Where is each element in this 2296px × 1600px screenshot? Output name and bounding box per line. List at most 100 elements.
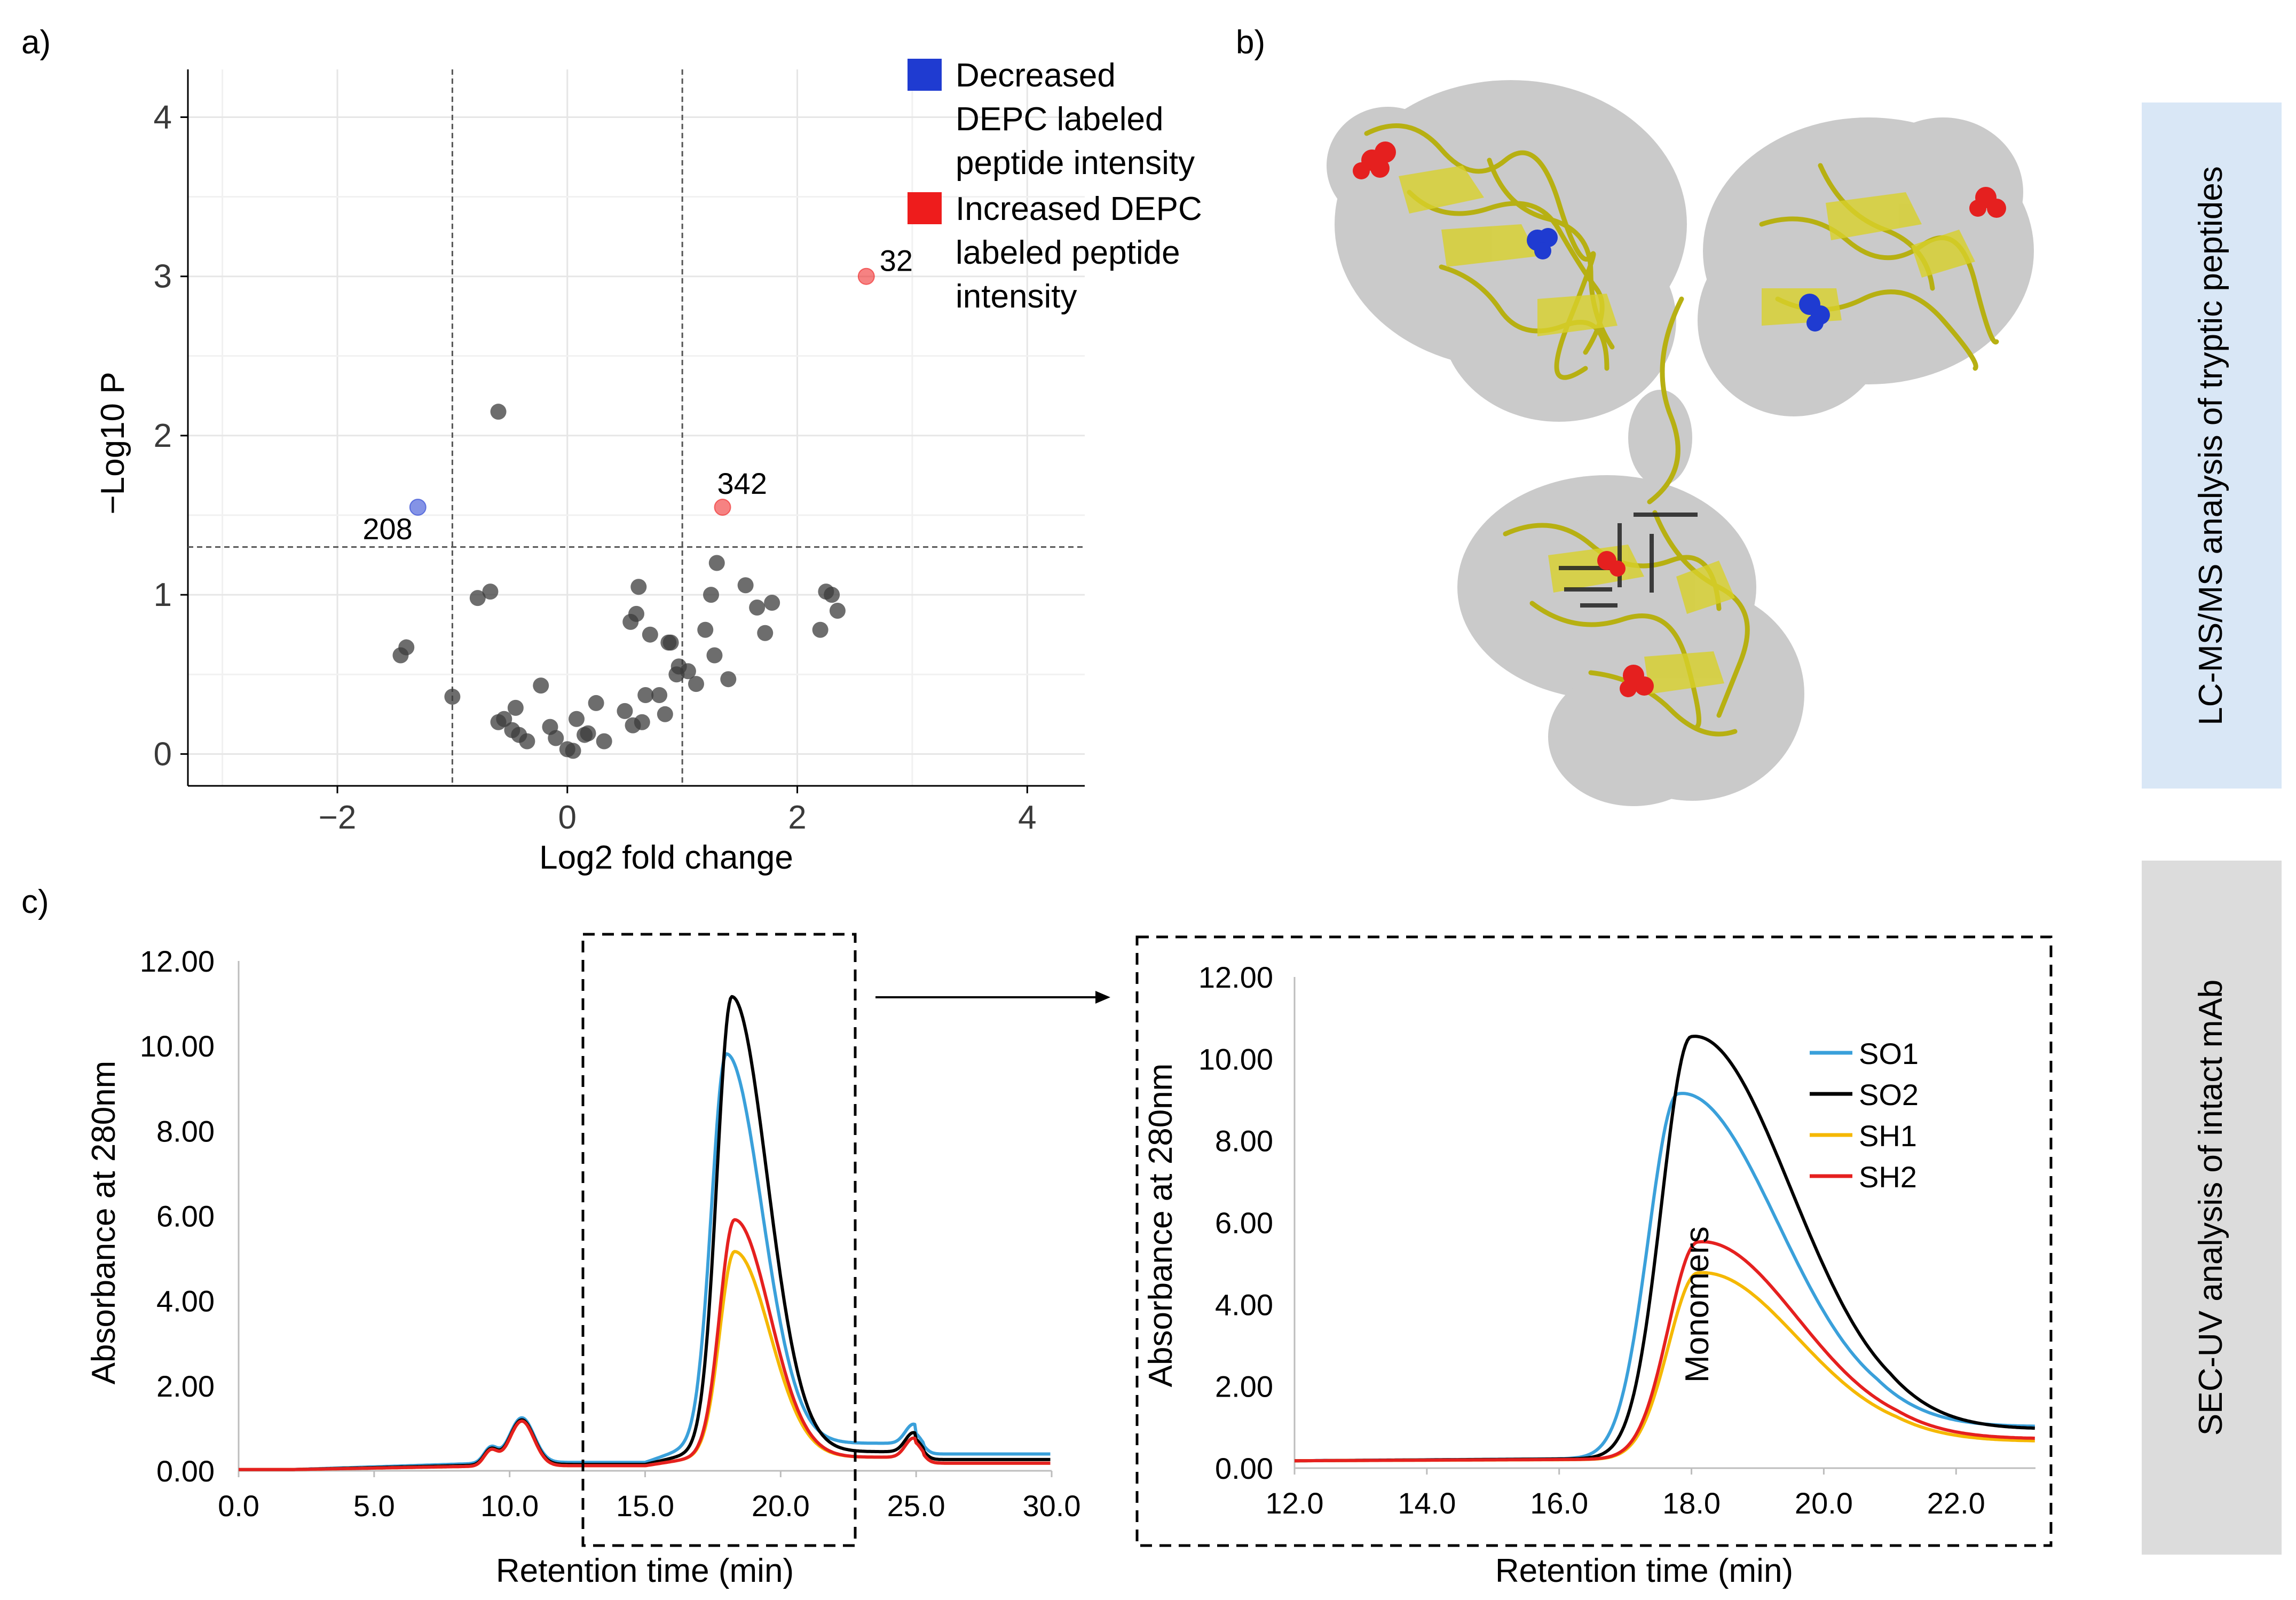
zoom-legend: SO1 SO2 SH1 SH2	[1810, 1037, 1919, 1194]
full-x-tick-label: 30.0	[1023, 1489, 1081, 1523]
volcano-highlighted-points: 32 342 208	[362, 244, 913, 546]
volcano-point	[764, 595, 780, 611]
volcano-point	[565, 743, 581, 759]
volcano-point	[737, 577, 754, 594]
zoom-series-line-sh2	[1295, 1240, 2035, 1463]
full-x-tick-label: 0.0	[218, 1489, 259, 1523]
volcano-point	[829, 602, 846, 619]
volcano-point	[444, 688, 461, 705]
side-label-top-background	[2142, 103, 2282, 789]
zoom-x-tick-label: 12.0	[1266, 1486, 1324, 1520]
volcano-point	[469, 590, 486, 606]
volcano-point	[688, 676, 704, 692]
blue-residues	[1527, 228, 1830, 332]
volcano-point	[703, 587, 719, 603]
zoom-x-tick-label: 18.0	[1662, 1486, 1721, 1520]
full-y-tick-label: 12.00	[140, 944, 215, 978]
volcano-point	[519, 733, 535, 750]
volcano-highlight-point	[857, 267, 875, 285]
full-y-label: Absorbance at 280nm	[85, 1061, 122, 1385]
side-label-bottom-text: SEC-UV analysis of intact mAb	[2192, 980, 2229, 1436]
zoom-arrow	[875, 991, 1110, 1004]
volcano-point	[757, 625, 774, 641]
volcano-y-tick-label: 3	[154, 258, 172, 295]
volcano-point	[580, 725, 596, 742]
zoom-series-line-sh1	[1295, 1271, 2035, 1463]
full-series-line-so2	[238, 995, 1051, 1471]
volcano-point	[617, 703, 633, 719]
volcano-legend-line: Decreased	[956, 57, 1116, 94]
sec-chromatogram-zoom: 12.0 14.0 16.0 18.0 20.0 22.0 0.00 2.00 4.00 6.0…	[1135, 935, 2053, 1589]
zoom-y-ticks: 0.00 2.00 4.00 6.00 8.00 10.00 12.00	[1198, 960, 1273, 1485]
zoom-region-box	[581, 933, 857, 1547]
volcano-plot: −2 0 2 4 0 1 2 3 4 32 342 208 Log2 fold change −L…	[94, 57, 1202, 876]
full-x-tick-label: 25.0	[887, 1489, 945, 1523]
zoom-y-tick-label: 2.00	[1215, 1370, 1273, 1404]
volcano-point	[708, 555, 725, 571]
zoom-y-tick-label: 4.00	[1215, 1288, 1273, 1321]
zoom-legend-label: SH2	[1859, 1160, 1917, 1194]
volcano-y-tick-label: 0	[154, 736, 172, 773]
volcano-point	[642, 626, 658, 643]
volcano-point	[637, 687, 654, 704]
full-y-tick-label: 0.00	[156, 1454, 215, 1488]
volcano-point	[548, 730, 564, 746]
volcano-grid	[188, 69, 1085, 786]
volcano-legend-line: Increased DEPC	[956, 191, 1202, 227]
zoom-y-tick-label: 12.00	[1198, 960, 1273, 994]
zoom-series-line-so1	[1295, 1092, 2035, 1463]
full-series-line-sh2	[238, 1218, 1051, 1471]
full-y-tick-label: 6.00	[156, 1200, 215, 1233]
zoom-y-tick-label: 10.00	[1198, 1042, 1273, 1076]
zoom-legend-label: SO1	[1859, 1037, 1919, 1070]
zoom-x-tick-label: 16.0	[1530, 1486, 1588, 1520]
side-label-bottom-background	[2142, 861, 2282, 1555]
panel-label-c: c)	[21, 884, 49, 920]
volcano-point	[720, 671, 737, 688]
volcano-point-label: 342	[717, 467, 767, 500]
full-x-tick-label: 20.0	[752, 1489, 810, 1523]
volcano-point	[706, 647, 723, 664]
volcano-y-ticks: 0 1 2 3 4	[154, 99, 188, 773]
zoom-legend-label: SH1	[1859, 1119, 1917, 1153]
volcano-point	[634, 714, 650, 730]
volcano-axes	[187, 69, 1085, 787]
zoom-legend-label: SO2	[1859, 1078, 1919, 1112]
volcano-point	[697, 621, 714, 638]
volcano-point	[569, 711, 585, 727]
zoom-y-label: Absorbance at 280nm	[1142, 1063, 1179, 1388]
volcano-point	[749, 599, 766, 616]
volcano-points	[392, 404, 846, 759]
full-y-tick-label: 2.00	[156, 1369, 215, 1403]
volcano-point	[657, 706, 673, 722]
volcano-point	[651, 687, 668, 704]
zoom-y-tick-label: 0.00	[1215, 1452, 1273, 1485]
volcano-y-label: −Log10 P	[94, 372, 131, 514]
full-y-tick-label: 10.00	[140, 1029, 215, 1063]
volcano-point	[490, 404, 507, 420]
side-label-top-text: LC-MS/MS analysis of tryptic peptides	[2192, 166, 2229, 726]
full-series-line-sh1	[238, 1250, 1051, 1471]
volcano-x-label: Log2 fold change	[539, 839, 793, 876]
antibody-structure-icon	[1327, 80, 2034, 806]
volcano-y-tick-label: 4	[154, 99, 172, 136]
volcano-point	[680, 663, 696, 680]
volcano-point	[630, 579, 647, 595]
zoom-y-tick-label: 6.00	[1215, 1206, 1273, 1240]
volcano-point	[482, 584, 499, 600]
volcano-x-tick-label: 4	[1018, 799, 1036, 836]
volcano-point	[812, 621, 829, 638]
zoom-x-ticks: 12.0 14.0 16.0 18.0 20.0 22.0	[1266, 1468, 1985, 1520]
residue-markers	[1353, 141, 2006, 697]
volcano-point	[588, 695, 604, 711]
volcano-point	[533, 677, 549, 694]
full-series	[238, 995, 1051, 1471]
full-series-line-so1	[238, 1052, 1051, 1471]
full-x-tick-label: 10.0	[480, 1489, 539, 1523]
volcano-point-label: 32	[880, 244, 913, 278]
full-y-tick-label: 4.00	[156, 1284, 215, 1318]
full-x-label: Retention time (min)	[496, 1552, 794, 1589]
full-axes	[238, 961, 1052, 1472]
volcano-legend: Decreased DEPC labeled peptide intensity In…	[908, 57, 1202, 315]
